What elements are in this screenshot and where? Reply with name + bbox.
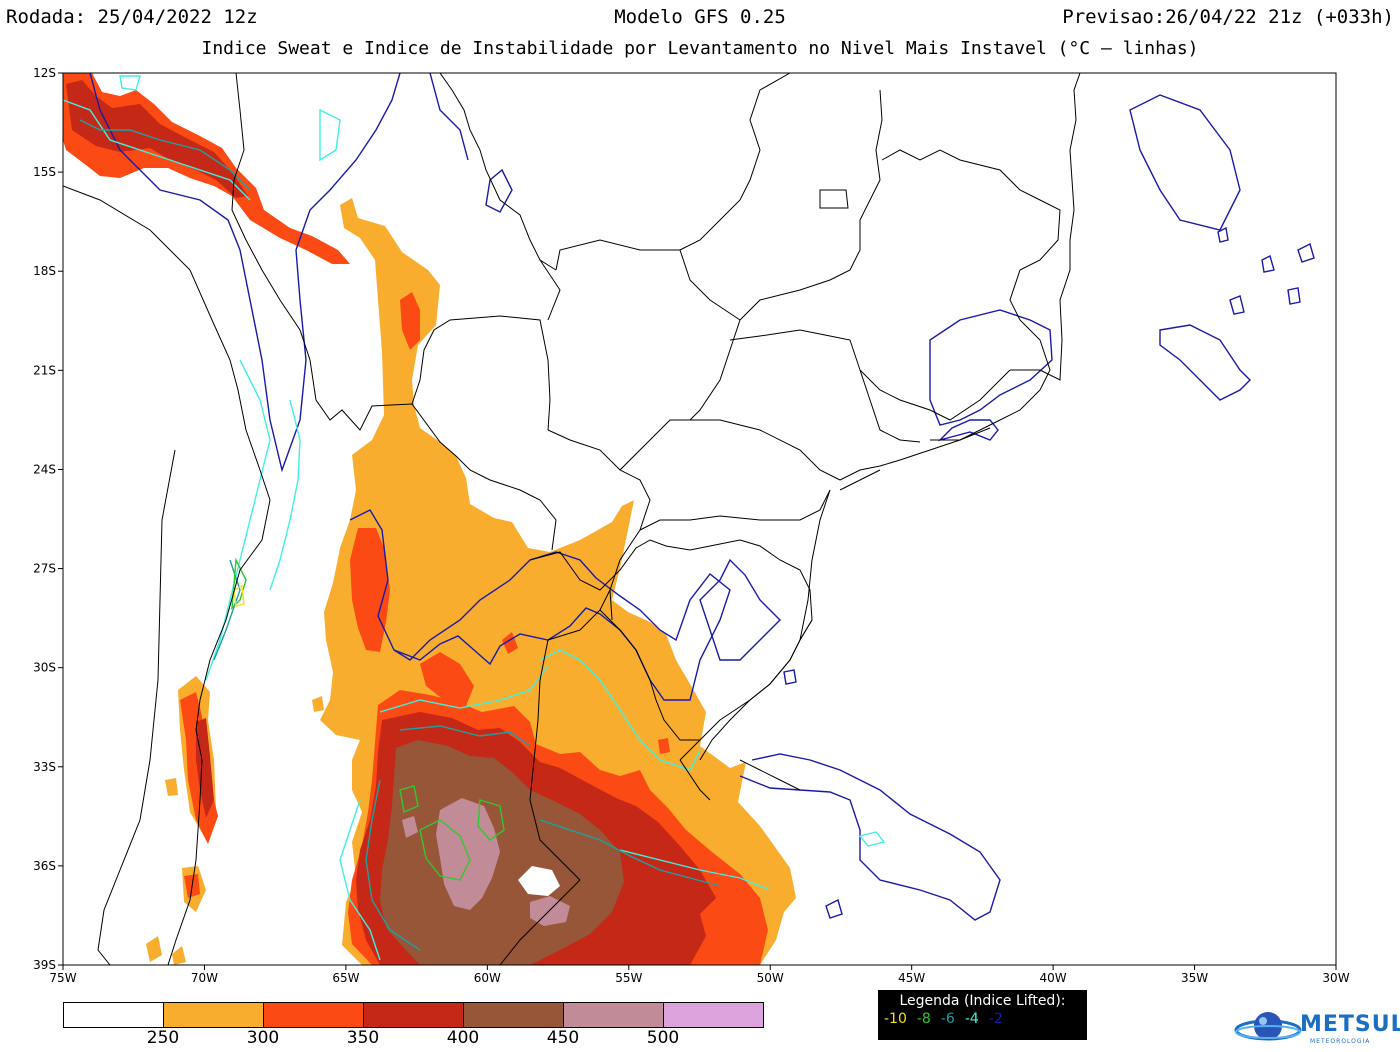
logo-wordmark: METSUL (1300, 1012, 1400, 1037)
lat-tick-label: 30S (33, 661, 56, 675)
longitude-axis: 75W 70W 65W 60W 55W 50W 45W 40W 35W 30W (49, 965, 1350, 985)
map-content (63, 73, 1315, 965)
lat-tick-label: 27S (33, 562, 56, 576)
lon-tick-label: 30W (1322, 971, 1349, 985)
colorbar-label: 300 (246, 1028, 280, 1048)
colorbar-label: 350 (346, 1028, 380, 1048)
country-state-borders (63, 73, 1081, 965)
lon-tick-label: 40W (1040, 971, 1067, 985)
legend-item-minus-8: -8 (916, 1011, 931, 1027)
lon-tick-label: 75W (49, 971, 76, 985)
legend-title: Legenda (Indice Lifted): (899, 993, 1066, 1009)
globe-icon (1234, 1012, 1302, 1041)
colorbar-label: 500 (646, 1028, 680, 1048)
lat-tick-label: 21S (33, 363, 56, 377)
colorbar-bin (564, 1003, 664, 1027)
lifted-contour--2 (89, 73, 1315, 921)
lat-tick-label: 39S (33, 958, 56, 972)
map-subtitle: Indice Sweat e Indice de Instabilidade p… (201, 38, 1199, 59)
colorbar-bin (364, 1003, 464, 1027)
lon-tick-label: 70W (191, 971, 218, 985)
legend-items: -10 -8 -6 -4 -2 (884, 1011, 1081, 1027)
lat-tick-label: 12S (33, 66, 56, 80)
colorbar-label: 400 (446, 1028, 480, 1048)
logo-tagline: METEOROLOGIA (1310, 1038, 1371, 1045)
legend-item-minus-4: -4 (964, 1011, 979, 1027)
lifted-contour--10 (233, 584, 245, 607)
lifted-index-legend: Legenda (Indice Lifted): -10 -8 -6 -4 -2 (878, 990, 1087, 1040)
legend-item-minus-10: -10 (884, 1011, 907, 1027)
lon-tick-label: 65W (332, 971, 359, 985)
map-frame (62, 72, 1337, 966)
colorbar-bin (464, 1003, 564, 1027)
colorbar-bin (264, 1003, 364, 1027)
colorbar-label: 250 (146, 1028, 180, 1048)
colorbar-bin (664, 1003, 763, 1027)
colorbar-bin (164, 1003, 264, 1027)
lon-tick-label: 60W (474, 971, 501, 985)
lon-tick-label: 45W (898, 971, 925, 985)
metsul-logo: METSUL METEOROLOGIA (1232, 1008, 1400, 1048)
lat-tick-label: 36S (33, 859, 56, 873)
colorbar-bin (64, 1003, 164, 1027)
lat-tick-label: 33S (33, 760, 56, 774)
run-time-label: Rodada: 25/04/2022 12z (6, 6, 258, 28)
lon-tick-label: 50W (757, 971, 784, 985)
lat-tick-label: 24S (33, 462, 56, 476)
sweat-fill-white-hole (518, 866, 560, 896)
legend-item-minus-2: -2 (988, 1011, 1003, 1027)
lifted-contour--6 (79, 119, 721, 951)
lat-tick-label: 15S (33, 165, 56, 179)
sweat-colorbar (63, 1002, 764, 1028)
forecast-time-label: Previsao:26/04/22 21z (+033h) (1062, 6, 1394, 28)
colorbar-label: 450 (546, 1028, 580, 1048)
lat-tick-label: 18S (33, 264, 56, 278)
model-name-label: Modelo GFS 0.25 (614, 6, 786, 28)
lon-tick-label: 55W (615, 971, 642, 985)
coastline (699, 427, 991, 761)
lon-tick-label: 35W (1181, 971, 1208, 985)
legend-item-minus-6: -6 (940, 1011, 955, 1027)
latitude-axis: 12S 15S 18S 21S 24S 27S 30S 33S 36S 39S (33, 66, 63, 972)
